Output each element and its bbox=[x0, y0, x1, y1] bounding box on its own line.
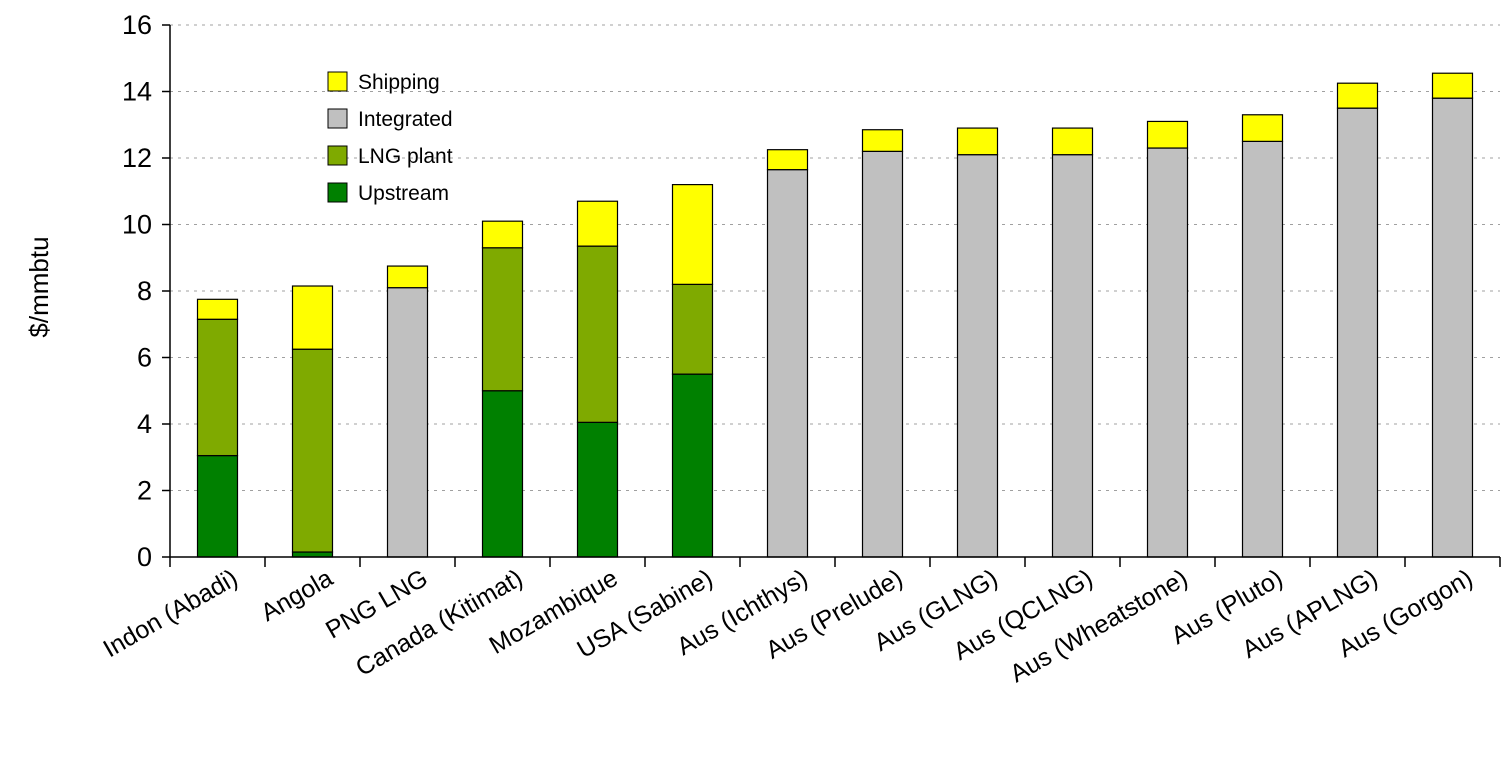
x-category-label: Canada (Kitimat) bbox=[351, 564, 527, 682]
bar-segment-shipping bbox=[1051, 127, 1094, 156]
bar-segment-integrated bbox=[861, 150, 904, 558]
bar-segment-integrated bbox=[766, 169, 809, 558]
bar-segment-shipping bbox=[386, 265, 429, 289]
bar-segment-integrated bbox=[1241, 140, 1284, 558]
legend-label: Upstream bbox=[358, 182, 449, 205]
x-category-label: Indon (Abadi) bbox=[99, 564, 243, 663]
bar-segment-shipping bbox=[196, 298, 239, 320]
bar-segment-integrated bbox=[386, 287, 429, 558]
bar-segment-integrated bbox=[1146, 147, 1189, 558]
y-tick-label: 6 bbox=[137, 343, 152, 373]
bar-segment-lng-plant bbox=[481, 247, 524, 392]
bar-segment-shipping bbox=[576, 200, 619, 247]
legend-swatch-lng-plant bbox=[327, 145, 348, 166]
bar-segment-shipping bbox=[1241, 114, 1284, 142]
bar-segment-upstream bbox=[196, 454, 239, 558]
legend-label: Shipping bbox=[358, 71, 440, 94]
bar-segment-shipping bbox=[766, 149, 809, 171]
bar-segment-shipping bbox=[291, 285, 334, 350]
y-tick-label: 8 bbox=[137, 276, 152, 306]
x-category-label: Aus (Wheatstone) bbox=[1005, 564, 1192, 688]
legend-swatch-upstream bbox=[327, 182, 348, 203]
bar-segment-lng-plant bbox=[576, 245, 619, 423]
axes bbox=[162, 24, 1501, 567]
legend-swatch-shipping bbox=[327, 71, 348, 92]
y-tick-label: 2 bbox=[137, 476, 152, 506]
bar-segment-shipping bbox=[1431, 72, 1474, 99]
bar-segment-upstream bbox=[481, 390, 524, 558]
bar-segment-shipping bbox=[1336, 82, 1379, 109]
legend-label: LNG plant bbox=[358, 145, 453, 168]
bar-segment-upstream bbox=[671, 373, 714, 558]
bar-segment-upstream bbox=[576, 421, 619, 558]
bar-segment-shipping bbox=[671, 184, 714, 285]
bars bbox=[196, 72, 1474, 558]
y-tick-label: 12 bbox=[122, 143, 152, 173]
bar-segment-shipping bbox=[1146, 120, 1189, 149]
bar-segment-integrated bbox=[1431, 97, 1474, 558]
y-tick-label: 14 bbox=[122, 77, 152, 107]
bar-segment-lng-plant bbox=[671, 283, 714, 375]
bar-segment-lng-plant bbox=[196, 318, 239, 457]
gridlines bbox=[170, 24, 1500, 491]
bar-segment-integrated bbox=[956, 154, 999, 558]
legend-swatch-integrated bbox=[327, 108, 348, 129]
y-tick-label: 10 bbox=[122, 210, 152, 240]
bar-segment-shipping bbox=[956, 127, 999, 156]
bar-segment-integrated bbox=[1051, 154, 1094, 558]
y-tick-label: 4 bbox=[137, 409, 152, 439]
legend: Shipping Integrated LNG plant Upstream bbox=[327, 71, 453, 205]
y-tick-label: 0 bbox=[137, 542, 152, 572]
bar-segment-integrated bbox=[1336, 107, 1379, 558]
bar-segment-shipping bbox=[861, 129, 904, 152]
bar-segment-shipping bbox=[481, 220, 524, 249]
legend-label: Integrated bbox=[358, 108, 453, 131]
y-tick-labels: 0 2 4 6 8 10 12 14 16 bbox=[122, 10, 152, 572]
y-axis-label: $/mmbtu bbox=[24, 236, 54, 337]
y-tick-label: 16 bbox=[122, 10, 152, 40]
bar-segment-lng-plant bbox=[291, 348, 334, 553]
